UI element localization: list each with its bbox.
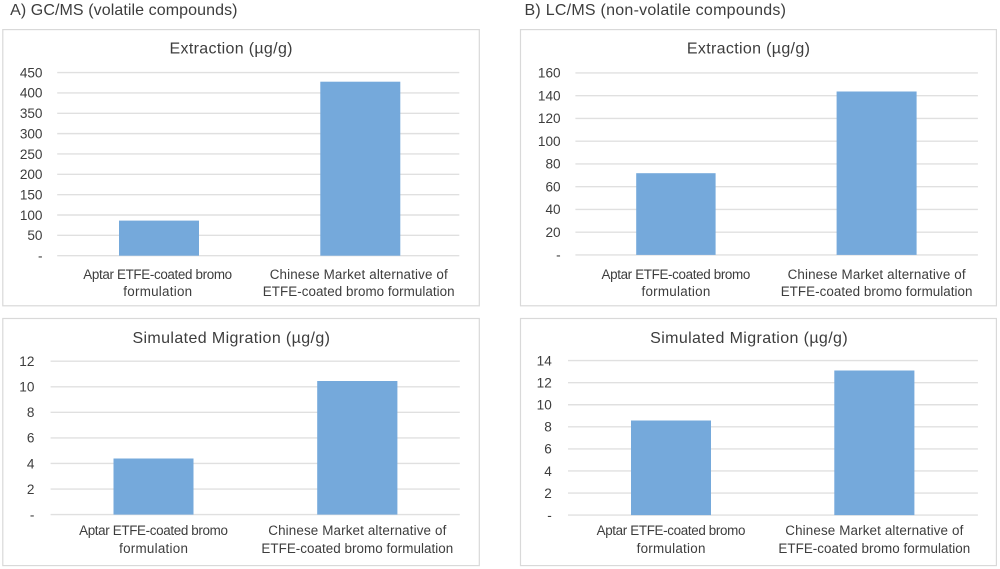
svg-text:Simulated Migration (µg/g): Simulated Migration (µg/g)	[132, 330, 330, 347]
svg-text:450: 450	[20, 65, 43, 80]
svg-text:12: 12	[537, 375, 552, 390]
svg-text:ETFE-coated bromo formulation: ETFE-coated bromo formulation	[263, 284, 455, 299]
svg-text:Chinese Market alternative of: Chinese Market alternative of	[785, 523, 963, 538]
svg-text:Aptar ETFE-coated bromo: Aptar ETFE-coated bromo	[602, 267, 751, 282]
svg-text:250: 250	[20, 147, 43, 162]
svg-text:8: 8	[544, 420, 552, 435]
svg-text:4: 4	[27, 456, 35, 471]
svg-text:4: 4	[544, 464, 552, 479]
svg-text:80: 80	[545, 157, 561, 172]
svg-text:350: 350	[20, 106, 43, 121]
svg-text:-: -	[556, 248, 561, 263]
svg-text:Aptar ETFE-coated bromo: Aptar ETFE-coated bromo	[83, 267, 232, 282]
svg-text:300: 300	[20, 126, 43, 141]
svg-text:2: 2	[544, 486, 552, 501]
svg-text:10: 10	[537, 398, 553, 413]
svg-text:14: 14	[537, 353, 553, 368]
svg-text:ETFE-coated bromo formulation: ETFE-coated bromo formulation	[261, 541, 453, 556]
svg-text:100: 100	[538, 134, 561, 149]
svg-text:150: 150	[20, 187, 43, 202]
svg-text:ETFE-coated bromo formulation: ETFE-coated bromo formulation	[778, 541, 970, 556]
svg-text:Extraction (µg/g): Extraction (µg/g)	[687, 40, 810, 57]
svg-text:400: 400	[20, 86, 43, 101]
svg-text:formulation: formulation	[642, 284, 711, 299]
svg-text:Chinese Market alternative of: Chinese Market alternative of	[788, 267, 966, 282]
svg-text:Extraction (µg/g): Extraction (µg/g)	[170, 40, 293, 57]
svg-text:160: 160	[538, 66, 561, 81]
svg-text:-: -	[30, 507, 35, 522]
svg-text:A) GC/MS (volatile compounds): A) GC/MS (volatile compounds)	[10, 2, 237, 19]
svg-text:60: 60	[545, 179, 561, 194]
svg-text:ETFE-coated bromo formulation: ETFE-coated bromo formulation	[781, 284, 973, 299]
svg-text:Aptar ETFE-coated bromo: Aptar ETFE-coated bromo	[79, 523, 228, 538]
svg-text:8: 8	[27, 405, 35, 420]
svg-text:formulation: formulation	[123, 284, 192, 299]
svg-text:120: 120	[538, 111, 561, 126]
svg-text:140: 140	[538, 88, 561, 103]
svg-text:Aptar ETFE-coated bromo: Aptar ETFE-coated bromo	[597, 523, 746, 538]
svg-text:Simulated Migration (µg/g): Simulated Migration (µg/g)	[650, 330, 848, 347]
svg-text:2: 2	[27, 482, 35, 497]
svg-text:formulation: formulation	[637, 541, 706, 556]
svg-text:B) LC/MS (non-volatile compoun: B) LC/MS (non-volatile compounds)	[525, 2, 787, 19]
svg-text:100: 100	[20, 208, 43, 223]
svg-text:6: 6	[27, 431, 35, 446]
svg-text:200: 200	[20, 167, 43, 182]
svg-text:formulation: formulation	[119, 541, 188, 556]
svg-text:-: -	[547, 508, 552, 523]
svg-text:20: 20	[545, 225, 561, 240]
svg-text:10: 10	[19, 380, 35, 395]
svg-text:-: -	[38, 249, 43, 264]
svg-text:12: 12	[19, 354, 34, 369]
svg-text:6: 6	[544, 442, 552, 457]
svg-text:50: 50	[27, 228, 43, 243]
svg-text:40: 40	[545, 202, 561, 217]
svg-text:Chinese Market alternative of: Chinese Market alternative of	[268, 523, 446, 538]
svg-text:Chinese Market alternative of: Chinese Market alternative of	[270, 267, 448, 282]
